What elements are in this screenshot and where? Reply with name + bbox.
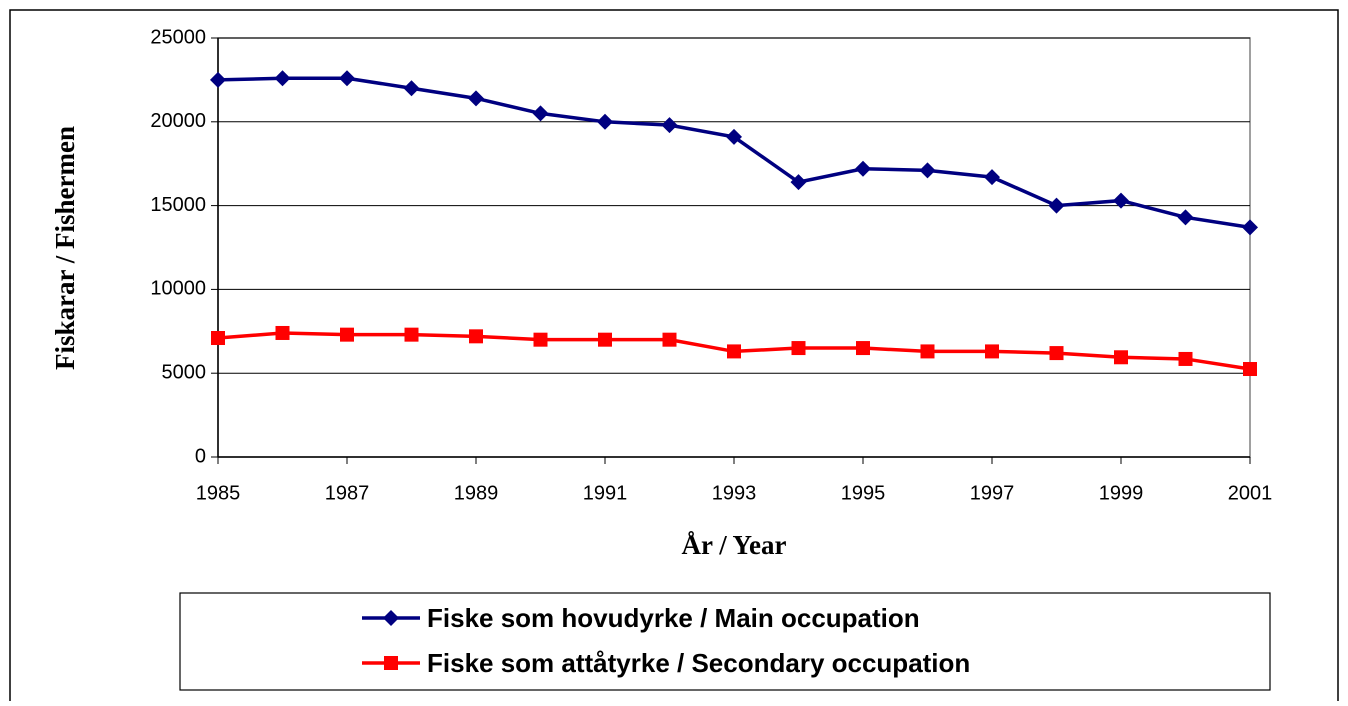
legend-marker [383, 610, 399, 626]
x-tick-label: 2001 [1228, 482, 1273, 504]
x-axis-title: År / Year [682, 530, 787, 560]
data-point [856, 341, 870, 356]
y-tick-label: 0 [195, 445, 206, 467]
data-point [404, 327, 419, 342]
data-point [533, 332, 548, 347]
data-point [791, 341, 806, 356]
data-point [1114, 350, 1128, 365]
x-tick-label: 1987 [325, 482, 370, 504]
data-point [726, 128, 742, 145]
legend-label: Fiske som hovudyrke / Main occupation [427, 603, 920, 633]
legend-box [179, 592, 1271, 691]
x-tick-label: 1999 [1099, 482, 1144, 504]
data-point [1113, 192, 1129, 209]
y-tick-label: 15000 [150, 194, 206, 216]
data-point [274, 70, 291, 87]
x-tick-label: 1995 [841, 482, 886, 504]
data-point [211, 331, 225, 346]
data-point [598, 332, 612, 347]
data-point [469, 329, 483, 344]
data-point [984, 169, 1000, 186]
x-tick-label: 1993 [712, 482, 757, 504]
x-tick-label: 1989 [454, 482, 499, 504]
data-point [339, 70, 355, 87]
legend-marker [384, 656, 398, 670]
x-tick-label: 1985 [196, 482, 241, 504]
data-point [1242, 219, 1258, 236]
data-point [1243, 362, 1257, 377]
plot-area [217, 37, 1251, 458]
data-point [790, 174, 807, 191]
x-tick-label: 1991 [583, 482, 628, 504]
data-point [597, 113, 613, 130]
data-point [920, 344, 935, 359]
data-point [855, 160, 871, 177]
data-point [661, 117, 678, 134]
data-point [662, 332, 677, 347]
data-point [1049, 346, 1064, 361]
data-point [919, 162, 936, 179]
x-tick-label: 1997 [970, 482, 1015, 504]
data-point [532, 105, 549, 122]
data-point [1048, 197, 1065, 214]
data-point [985, 344, 999, 359]
y-axis-title: Fiskarar / Fishermen [50, 126, 80, 370]
legend-label: Fiske som attåtyrke / Secondary occupati… [427, 648, 970, 678]
data-point [340, 327, 354, 342]
data-point [1177, 209, 1194, 226]
data-point [275, 325, 290, 340]
y-tick-label: 10000 [150, 278, 206, 300]
data-point [468, 90, 484, 107]
data-point [210, 71, 226, 88]
data-point [1178, 351, 1193, 366]
chart-border [9, 9, 1339, 706]
y-tick-label: 5000 [162, 361, 207, 383]
data-point [727, 344, 741, 359]
y-tick-label: 25000 [150, 26, 206, 48]
y-tick-label: 20000 [150, 110, 206, 132]
data-point [403, 80, 420, 97]
